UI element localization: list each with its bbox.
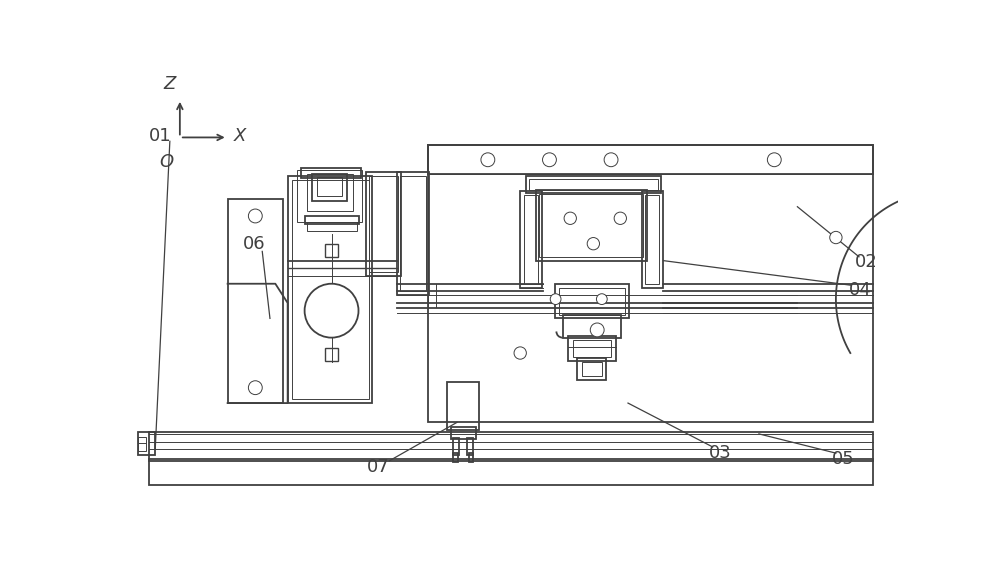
Bar: [573, 340, 611, 357]
Text: Z: Z: [163, 75, 175, 93]
Circle shape: [481, 153, 495, 167]
Bar: [428, 145, 873, 422]
Bar: [536, 190, 647, 261]
Bar: [228, 199, 283, 403]
Bar: [149, 458, 873, 485]
Bar: [539, 194, 643, 257]
Text: 03: 03: [709, 444, 732, 462]
Bar: [288, 176, 372, 403]
Text: 05: 05: [832, 450, 855, 467]
Bar: [366, 172, 401, 276]
Bar: [325, 244, 338, 257]
Bar: [138, 437, 146, 451]
Bar: [529, 179, 658, 190]
Bar: [568, 336, 616, 361]
Circle shape: [604, 153, 618, 167]
Bar: [292, 180, 369, 399]
Bar: [645, 195, 659, 284]
Bar: [317, 177, 342, 196]
Bar: [397, 172, 429, 295]
Text: 02: 02: [855, 253, 878, 271]
Bar: [297, 170, 362, 222]
Bar: [555, 284, 629, 318]
Text: X: X: [234, 127, 246, 145]
Bar: [559, 288, 625, 315]
Bar: [325, 348, 338, 361]
Bar: [307, 174, 353, 211]
Circle shape: [614, 212, 626, 224]
Bar: [520, 191, 542, 288]
Circle shape: [514, 347, 526, 359]
Circle shape: [590, 323, 604, 337]
Circle shape: [767, 153, 781, 167]
Bar: [369, 176, 398, 272]
Bar: [149, 431, 873, 461]
Circle shape: [564, 212, 576, 224]
Bar: [400, 176, 426, 291]
Bar: [467, 438, 473, 455]
Text: 06: 06: [243, 235, 266, 252]
Bar: [469, 453, 473, 463]
Bar: [577, 359, 606, 380]
Circle shape: [248, 381, 262, 394]
Bar: [301, 168, 361, 178]
Bar: [428, 145, 873, 174]
Circle shape: [305, 284, 358, 338]
Text: 01: 01: [149, 127, 171, 145]
Circle shape: [550, 294, 561, 305]
Bar: [642, 191, 663, 288]
Bar: [451, 427, 476, 439]
Bar: [312, 174, 347, 201]
Bar: [526, 176, 661, 193]
Bar: [563, 315, 621, 338]
Circle shape: [587, 238, 600, 250]
Text: 04: 04: [849, 281, 872, 299]
Circle shape: [248, 209, 262, 223]
Bar: [524, 195, 538, 284]
Bar: [453, 453, 458, 463]
Bar: [582, 362, 602, 376]
Circle shape: [543, 153, 556, 167]
Text: O: O: [159, 153, 173, 171]
Bar: [447, 382, 479, 430]
Circle shape: [596, 294, 607, 305]
Bar: [307, 222, 357, 231]
Bar: [305, 216, 358, 224]
Circle shape: [830, 231, 842, 244]
Bar: [138, 431, 155, 455]
Bar: [453, 438, 459, 455]
Text: 07: 07: [366, 458, 389, 476]
